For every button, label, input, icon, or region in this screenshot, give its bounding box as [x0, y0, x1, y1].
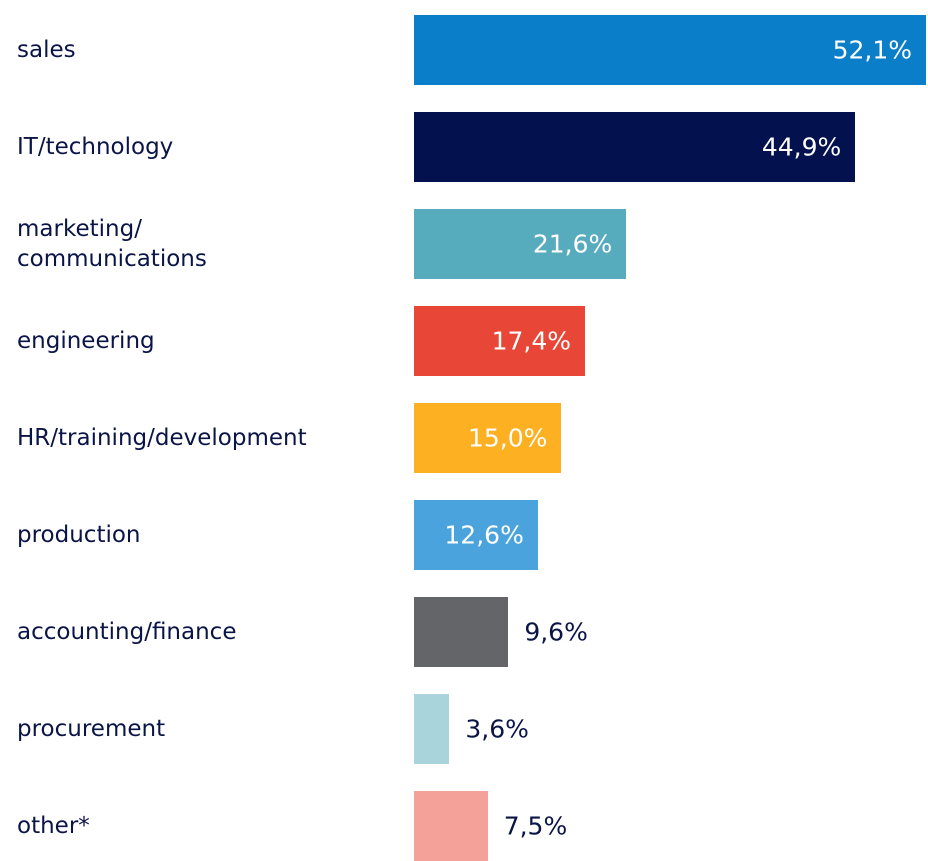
value-label: 21,6%	[532, 229, 613, 259]
bar	[414, 112, 856, 182]
category-label: HR/training/development	[17, 425, 307, 451]
value-label: 7,5%	[503, 811, 568, 841]
category-label: accounting/finance	[17, 619, 237, 645]
bar	[414, 15, 926, 85]
category-label: engineering	[17, 328, 155, 354]
category-label: procurement	[17, 716, 166, 742]
bar	[414, 597, 509, 667]
value-label: 9,6%	[524, 617, 588, 647]
bar	[414, 694, 450, 764]
category-label: other*	[17, 813, 90, 839]
bar	[414, 403, 562, 473]
category-label: production	[17, 522, 141, 548]
value-label: 15,0%	[468, 423, 548, 453]
bar	[414, 500, 538, 570]
category-label: sales	[17, 37, 76, 63]
bar	[414, 791, 488, 861]
value-label: 17,4%	[491, 326, 571, 356]
bar	[414, 306, 585, 376]
category-label: IT/technology	[17, 134, 174, 160]
value-label: 52,1%	[832, 35, 912, 65]
value-label: 3,6%	[465, 714, 529, 744]
category-label: marketing/ communications	[17, 216, 207, 272]
bar	[414, 209, 627, 279]
value-label: 12,6%	[444, 520, 524, 550]
value-label: 44,9%	[761, 132, 842, 162]
